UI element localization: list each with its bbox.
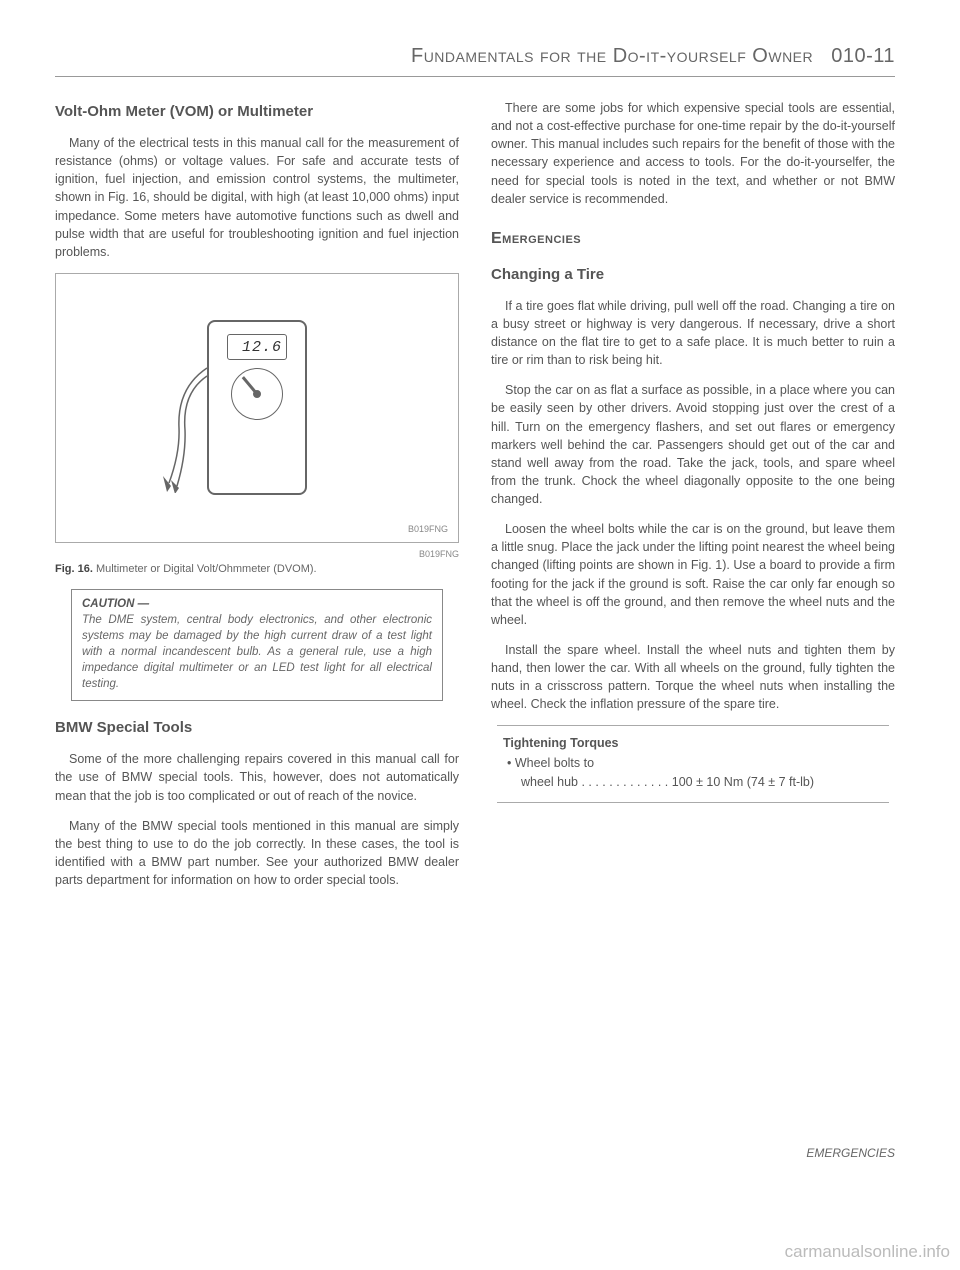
figure-caption-num: Fig. 16. xyxy=(55,563,93,575)
right-column: There are some jobs for which expensive … xyxy=(491,99,895,901)
para-vom: Many of the electrical tests in this man… xyxy=(55,134,459,261)
para-tire-3: Loosen the wheel bolts while the car is … xyxy=(491,520,895,629)
multimeter-dial xyxy=(231,368,283,420)
heading-vom: Volt-Ohm Meter (VOM) or Multimeter xyxy=(55,103,459,120)
para-tire-4: Install the spare wheel. Install the whe… xyxy=(491,641,895,714)
caution-box: CAUTION — The DME system, central body e… xyxy=(71,589,443,701)
header-title-2: Do-it-yourself Owner xyxy=(613,45,813,67)
para-tire-1: If a tire goes flat while driving, pull … xyxy=(491,297,895,370)
heading-changing-tire: Changing a Tire xyxy=(491,266,895,283)
figure-label-outer: B019FNG xyxy=(55,549,459,559)
torque-box: Tightening Torques • Wheel bolts to whee… xyxy=(497,725,889,803)
figure-label-inner: B019FNG xyxy=(408,524,448,534)
caution-label: CAUTION — xyxy=(82,598,432,610)
header-title-1: Fundamentals for the xyxy=(411,45,607,67)
multimeter-drawing: 12.6 xyxy=(207,320,307,495)
para-tire-2: Stop the car on as flat a surface as pos… xyxy=(491,381,895,508)
page-header: Fundamentals for the Do-it-yourself Owne… xyxy=(55,45,895,77)
footer-section-label: EMERGENCIES xyxy=(806,1146,895,1160)
para-tools-2: Many of the BMW special tools mentioned … xyxy=(55,817,459,890)
caution-text: The DME system, central body electronics… xyxy=(82,612,432,692)
heading-emergencies: Emergencies xyxy=(491,230,895,248)
multimeter-screen: 12.6 xyxy=(227,334,287,360)
figure-16: 12.6 B019FNG xyxy=(55,273,459,543)
multimeter-probes xyxy=(157,358,212,493)
torque-item-label: • Wheel bolts to xyxy=(503,754,883,773)
torque-title: Tightening Torques xyxy=(503,736,883,750)
torque-item-value: wheel hub . . . . . . . . . . . . . 100 … xyxy=(503,773,883,792)
left-column: Volt-Ohm Meter (VOM) or Multimeter Many … xyxy=(55,99,459,901)
figure-caption: Fig. 16. Multimeter or Digital Volt/Ohmm… xyxy=(55,563,459,575)
heading-special-tools: BMW Special Tools xyxy=(55,719,459,736)
figure-caption-text: Multimeter or Digital Volt/Ohmmeter (DVO… xyxy=(93,563,317,575)
watermark: carmanualsonline.info xyxy=(785,1242,950,1262)
page-number: 010-11 xyxy=(831,45,895,67)
para-tools-1: Some of the more challenging repairs cov… xyxy=(55,750,459,804)
para-special-jobs: There are some jobs for which expensive … xyxy=(491,99,895,208)
